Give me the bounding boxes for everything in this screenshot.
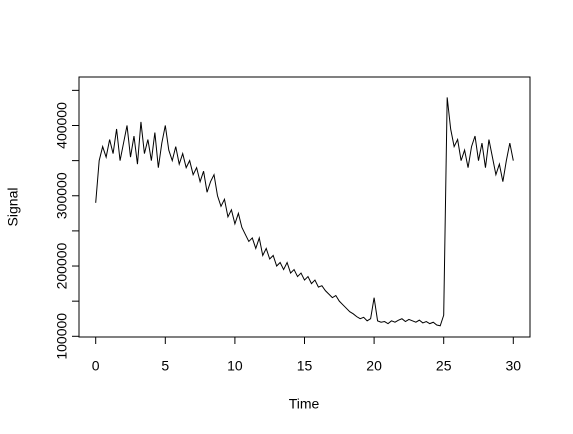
y-tick-label: 200000 <box>54 242 70 289</box>
x-tick-label: 5 <box>161 358 169 374</box>
y-tick-label: 300000 <box>54 172 70 219</box>
x-axis-label: Time <box>289 396 320 412</box>
signal-line <box>95 97 514 327</box>
y-tick-label: 400000 <box>54 102 70 149</box>
x-tick-label: 20 <box>366 358 382 374</box>
y-tick-label: 100000 <box>54 313 70 360</box>
x-tick-label: 25 <box>436 358 452 374</box>
plot-box <box>78 76 531 338</box>
x-tick-label: 30 <box>506 358 522 374</box>
x-tick-label: 0 <box>92 358 100 374</box>
y-axis-label: Signal <box>5 188 21 227</box>
x-tick-label: 10 <box>227 358 243 374</box>
x-tick-label: 15 <box>297 358 313 374</box>
